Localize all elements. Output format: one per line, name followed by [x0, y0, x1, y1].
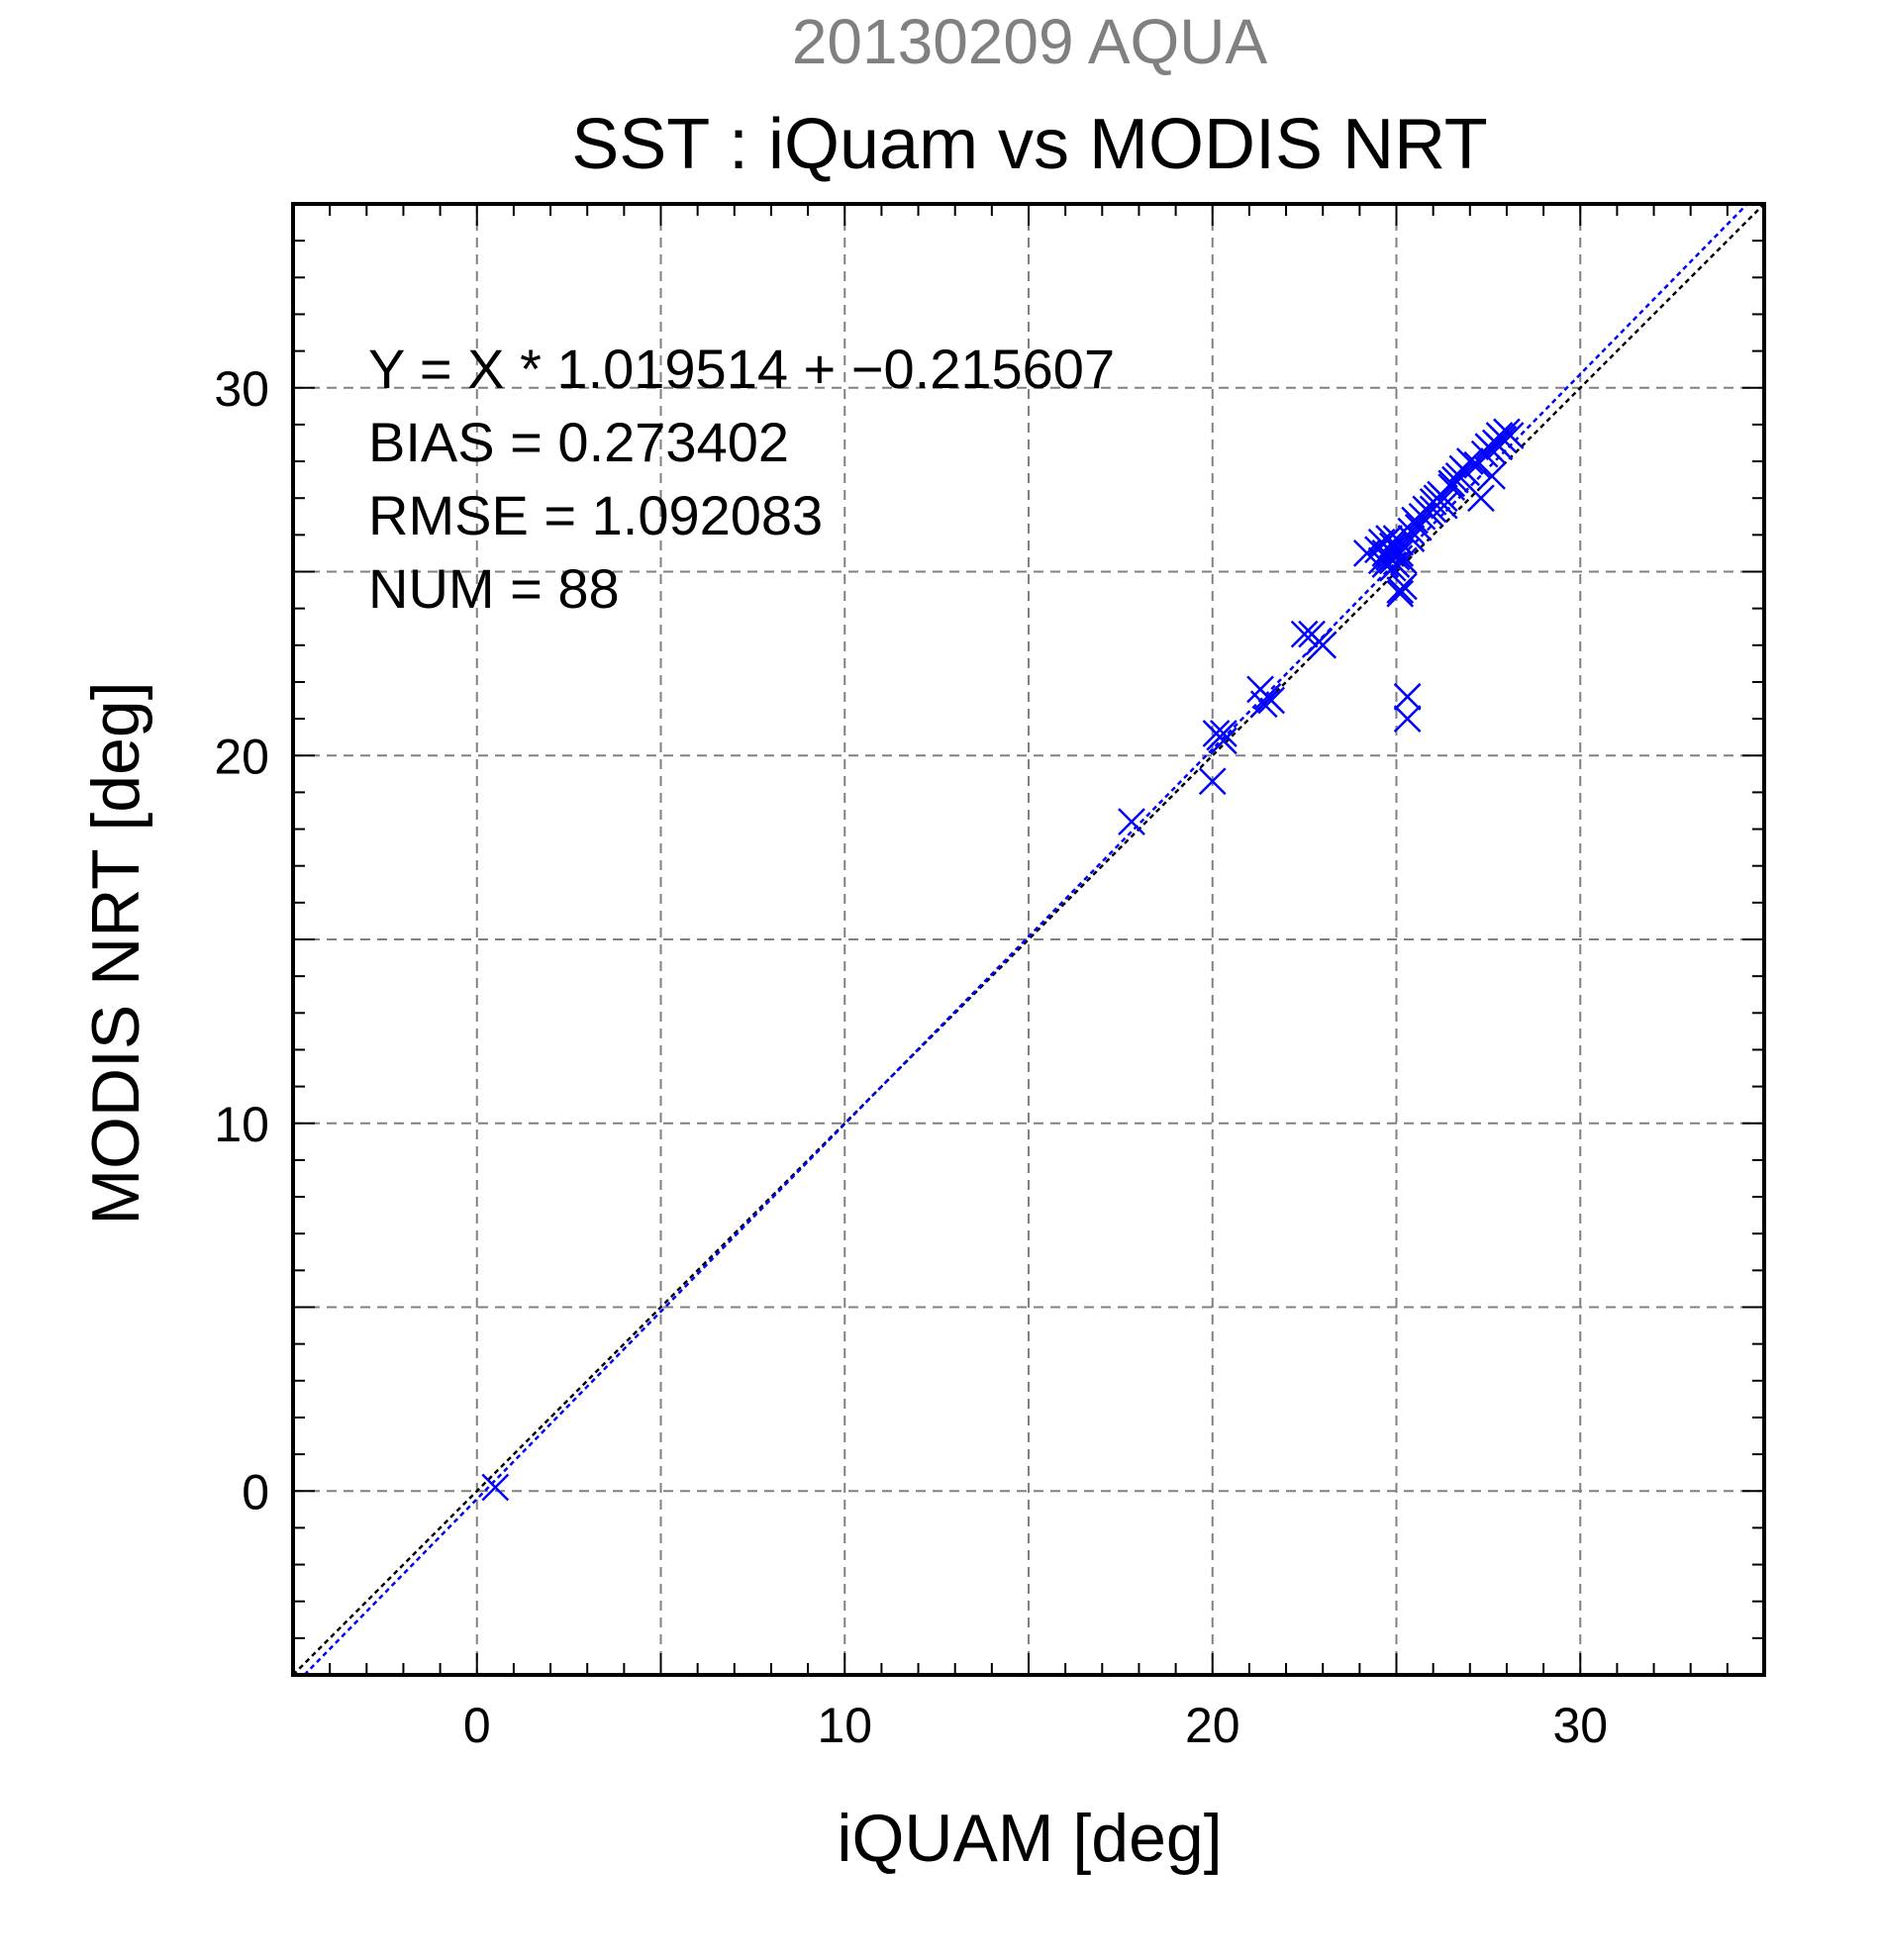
data-point: [1309, 631, 1337, 659]
data-point: [1210, 727, 1238, 755]
x-tick-label: 0: [463, 1698, 491, 1753]
data-point-stroke: [1430, 491, 1458, 520]
data-point: [1455, 447, 1484, 475]
x-tick-label: 20: [1185, 1698, 1240, 1753]
data-point: [1478, 462, 1506, 490]
data-point: [481, 1473, 510, 1502]
y-tick-label: 10: [214, 1097, 269, 1152]
y-tick-label: 30: [214, 361, 269, 417]
data-point-stroke: [1393, 682, 1422, 711]
data-point: [1390, 546, 1418, 575]
data-point: [1444, 462, 1473, 490]
data-point-stroke: [1290, 620, 1319, 648]
x-tick-label: 10: [817, 1698, 872, 1753]
data-point-stroke: [1118, 808, 1145, 836]
data-point-stroke: [1496, 422, 1525, 449]
data-point: [1496, 422, 1525, 449]
data-point-stroke: [481, 1473, 510, 1502]
data-point: [1489, 425, 1518, 453]
x-axis-ticks: 0 10 20 30: [463, 1698, 1608, 1753]
stats-line-bias: BIAS = 0.273402: [368, 411, 789, 473]
x-axis-label: iQUAM [deg]: [837, 1801, 1222, 1876]
chart-supertitle: 20130209 AQUA: [792, 6, 1268, 77]
data-point: [1382, 550, 1411, 578]
data-point-stroke: [1444, 462, 1473, 490]
data-point-stroke: [1455, 447, 1484, 475]
data-point-stroke: [1386, 539, 1415, 567]
data-point: [1210, 720, 1238, 747]
y-axis-ticks: 0 10 20 30: [214, 361, 269, 1520]
data-point-stroke: [1393, 705, 1422, 733]
data-point: [1390, 572, 1418, 601]
data-point: [1249, 690, 1278, 719]
grid: [293, 204, 1764, 1675]
chart-title: SST : iQuam vs MODIS NRT: [571, 105, 1488, 184]
data-point: [1467, 484, 1495, 513]
data-point-stroke: [1309, 631, 1337, 659]
y-tick-label: 20: [214, 729, 269, 784]
data-point: [1386, 539, 1415, 567]
data-point: [1393, 682, 1422, 711]
y-tick-label: 0: [242, 1464, 269, 1519]
data-points: [481, 418, 1525, 1502]
data-point: [1118, 808, 1145, 836]
stats-box: Y = X * 1.019514 + −0.215607 BIAS = 0.27…: [368, 338, 1115, 620]
data-point-stroke: [1257, 686, 1286, 715]
data-point-stroke: [1489, 425, 1518, 453]
data-point: [1386, 579, 1415, 608]
data-point: [1290, 620, 1319, 648]
data-point: [1393, 705, 1422, 733]
data-point-stroke: [1390, 572, 1418, 601]
y-axis-label: MODIS NRT [deg]: [78, 681, 153, 1225]
data-point-stroke: [1404, 514, 1433, 541]
data-point-stroke: [1210, 727, 1238, 755]
data-point-stroke: [1210, 720, 1238, 747]
data-point-stroke: [1249, 690, 1278, 719]
stats-line-regression: Y = X * 1.019514 + −0.215607: [368, 338, 1115, 400]
data-point-stroke: [1390, 546, 1418, 575]
data-point: [1430, 491, 1458, 520]
lines: [292, 203, 1765, 1676]
data-point-stroke: [1198, 767, 1227, 796]
regression-line: [303, 203, 1748, 1676]
stats-line-rmse: RMSE = 1.092083: [368, 484, 823, 546]
data-point-stroke: [1467, 484, 1495, 513]
data-point-stroke: [1382, 550, 1411, 578]
x-tick-label: 30: [1552, 1698, 1608, 1753]
data-point-stroke: [1478, 462, 1506, 490]
data-point: [1404, 514, 1433, 541]
stats-line-count: NUM = 88: [368, 557, 620, 620]
plot-frame: [291, 202, 1766, 1677]
data-point: [1257, 686, 1286, 715]
data-point-stroke: [1386, 579, 1415, 608]
data-point: [1198, 767, 1227, 796]
